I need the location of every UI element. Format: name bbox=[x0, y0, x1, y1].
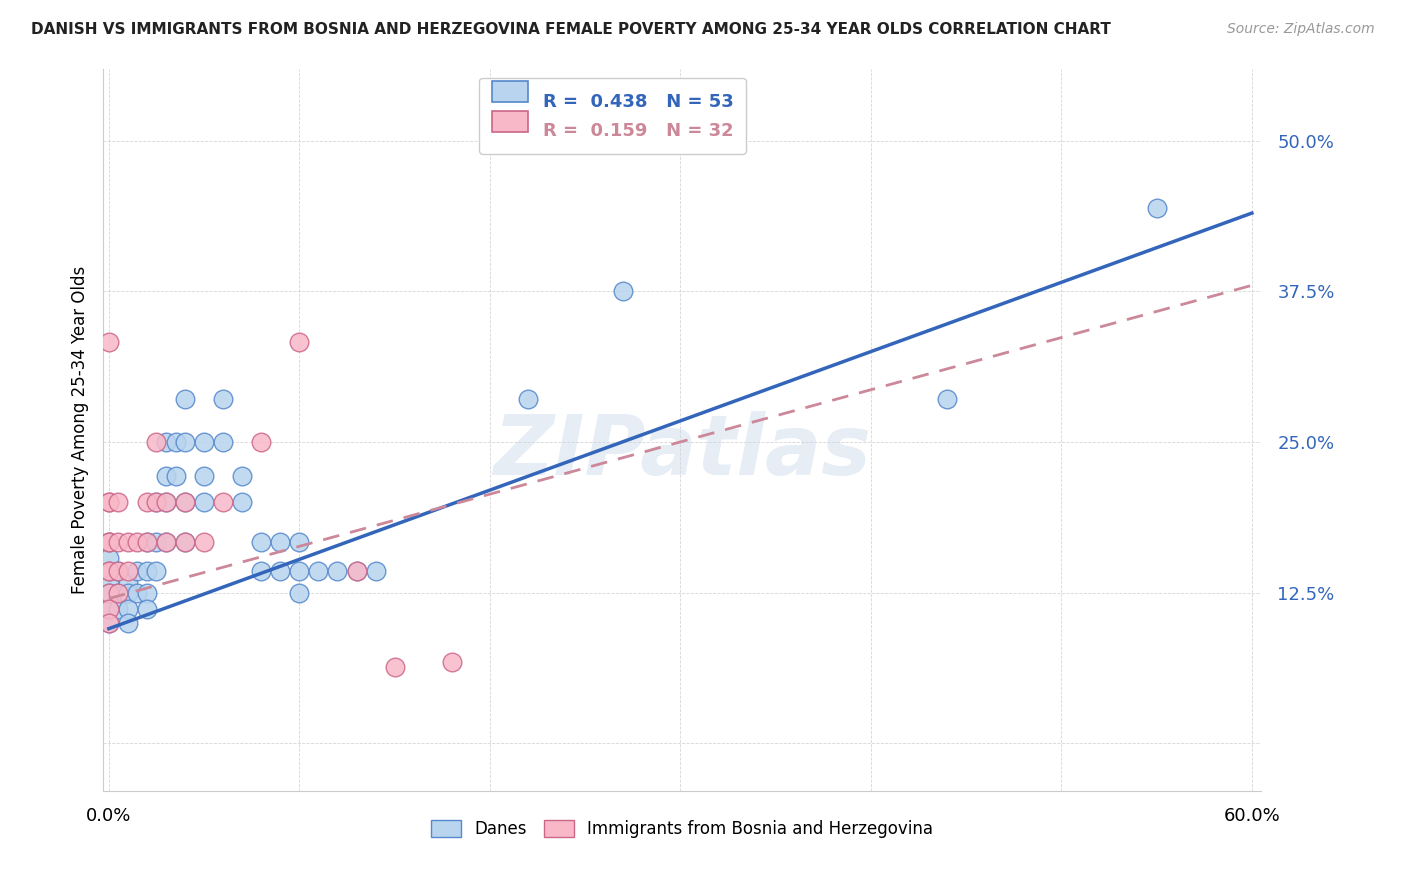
Point bbox=[145, 495, 167, 509]
Point bbox=[107, 535, 129, 549]
Y-axis label: Female Poverty Among 25-34 Year Olds: Female Poverty Among 25-34 Year Olds bbox=[72, 266, 89, 594]
Point bbox=[1146, 201, 1168, 215]
Point bbox=[107, 602, 129, 616]
Point bbox=[117, 535, 139, 549]
Point bbox=[288, 334, 311, 349]
Point bbox=[193, 535, 215, 549]
Point bbox=[612, 285, 634, 299]
Point bbox=[97, 602, 120, 616]
Point bbox=[250, 564, 273, 578]
Point bbox=[326, 564, 349, 578]
Point bbox=[97, 550, 120, 565]
Point bbox=[269, 535, 291, 549]
Point bbox=[117, 575, 139, 590]
Point bbox=[174, 495, 197, 509]
Text: DANISH VS IMMIGRANTS FROM BOSNIA AND HERZEGOVINA FEMALE POVERTY AMONG 25-34 YEAR: DANISH VS IMMIGRANTS FROM BOSNIA AND HER… bbox=[31, 22, 1111, 37]
Point bbox=[212, 495, 235, 509]
Point bbox=[155, 495, 177, 509]
Point bbox=[136, 535, 159, 549]
Point bbox=[212, 392, 235, 406]
Point bbox=[136, 564, 159, 578]
Point bbox=[97, 495, 120, 509]
Point bbox=[165, 434, 187, 449]
Point bbox=[97, 575, 120, 590]
Point bbox=[155, 434, 177, 449]
Point bbox=[212, 434, 235, 449]
Point bbox=[97, 564, 120, 578]
Point bbox=[136, 535, 159, 549]
Point bbox=[107, 564, 129, 578]
Point bbox=[97, 585, 120, 599]
Point bbox=[174, 535, 197, 549]
Point bbox=[97, 602, 120, 616]
Legend: Danes, Immigrants from Bosnia and Herzegovina: Danes, Immigrants from Bosnia and Herzeg… bbox=[425, 813, 939, 845]
Point bbox=[193, 434, 215, 449]
Point bbox=[250, 535, 273, 549]
Point bbox=[517, 392, 540, 406]
Point bbox=[165, 468, 187, 483]
Point bbox=[97, 535, 120, 549]
Point bbox=[174, 434, 197, 449]
Point bbox=[155, 468, 177, 483]
Point bbox=[174, 495, 197, 509]
Point bbox=[97, 615, 120, 630]
Point bbox=[97, 585, 120, 599]
Point bbox=[127, 564, 149, 578]
Point bbox=[145, 564, 167, 578]
Point bbox=[174, 392, 197, 406]
Point bbox=[136, 602, 159, 616]
Point bbox=[364, 564, 387, 578]
Point bbox=[231, 468, 253, 483]
Point bbox=[346, 564, 368, 578]
Point bbox=[307, 564, 329, 578]
Point bbox=[155, 535, 177, 549]
Text: Source: ZipAtlas.com: Source: ZipAtlas.com bbox=[1227, 22, 1375, 37]
Point bbox=[231, 495, 253, 509]
Point bbox=[127, 535, 149, 549]
Point bbox=[97, 495, 120, 509]
Point bbox=[97, 535, 120, 549]
Point bbox=[97, 564, 120, 578]
Point bbox=[346, 564, 368, 578]
Point bbox=[107, 564, 129, 578]
Point bbox=[384, 660, 406, 674]
Point bbox=[936, 392, 959, 406]
Point bbox=[269, 564, 291, 578]
Point bbox=[117, 615, 139, 630]
Point bbox=[117, 564, 139, 578]
Point bbox=[136, 495, 159, 509]
Point bbox=[97, 334, 120, 349]
Point bbox=[155, 535, 177, 549]
Point bbox=[145, 434, 167, 449]
Point bbox=[440, 656, 463, 670]
Point bbox=[117, 602, 139, 616]
Point bbox=[107, 585, 129, 599]
Point bbox=[97, 615, 120, 630]
Point bbox=[97, 535, 120, 549]
Point bbox=[145, 535, 167, 549]
Point bbox=[250, 434, 273, 449]
Point bbox=[193, 468, 215, 483]
Point bbox=[288, 564, 311, 578]
Text: ZIPatlas: ZIPatlas bbox=[494, 411, 872, 492]
Point bbox=[107, 495, 129, 509]
Point bbox=[193, 495, 215, 509]
Point bbox=[127, 585, 149, 599]
Point bbox=[155, 495, 177, 509]
Point bbox=[117, 585, 139, 599]
Point bbox=[288, 585, 311, 599]
Point bbox=[145, 495, 167, 509]
Point bbox=[107, 585, 129, 599]
Point bbox=[288, 535, 311, 549]
Point bbox=[136, 585, 159, 599]
Point bbox=[174, 535, 197, 549]
